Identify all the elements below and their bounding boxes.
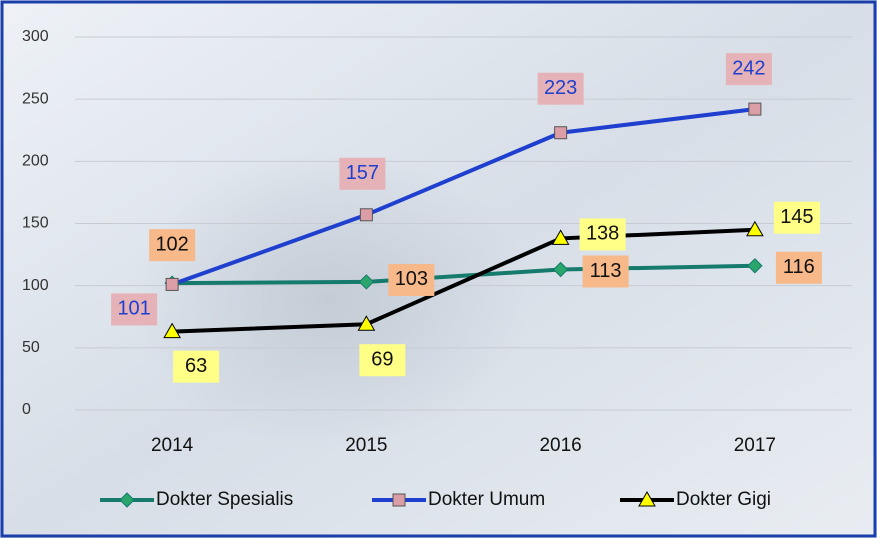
legend-label: Dokter Gigi (676, 489, 771, 510)
x-tick-label: 2015 (345, 435, 387, 456)
y-tick-label: 300 (22, 28, 49, 45)
marker (552, 261, 569, 278)
data-label-box (111, 293, 158, 326)
marker (165, 277, 179, 291)
y-tick-label: 0 (22, 401, 31, 418)
legend-label: Dokter Spesialis (156, 489, 293, 510)
data-label: 138 (586, 223, 619, 245)
data-label: 145 (780, 206, 813, 228)
y-tick-label: 250 (22, 90, 49, 107)
legend-marker (392, 493, 406, 507)
data-label-box (388, 263, 435, 296)
marker (357, 315, 376, 331)
series-line (172, 227, 755, 334)
background-shape (130, 150, 530, 450)
marker (746, 220, 764, 237)
data-label: 242 (732, 57, 765, 79)
data-label: 113 (590, 260, 622, 282)
data-label: 157 (346, 162, 379, 184)
y-tick-label: 100 (22, 277, 49, 294)
x-tick-label: 2016 (539, 435, 581, 456)
legend-marker (119, 492, 135, 508)
marker (747, 258, 763, 274)
marker (554, 126, 568, 140)
data-label-box (537, 72, 584, 105)
data-label-box (149, 229, 196, 262)
data-label-box (359, 344, 406, 377)
legend-label: Dokter Umum (428, 489, 545, 510)
data-label-box (582, 255, 629, 288)
data-label: 63 (185, 355, 207, 377)
data-label: 116 (783, 256, 815, 278)
series-line (171, 107, 756, 287)
series-line (172, 263, 755, 286)
data-label: 69 (371, 348, 393, 370)
data-label: 102 (155, 233, 188, 255)
marker (163, 322, 181, 339)
marker (551, 229, 570, 245)
y-tick-label: 50 (22, 339, 40, 356)
data-label-box (173, 350, 220, 383)
data-label-box (775, 251, 822, 284)
legend-marker (638, 490, 656, 507)
data-label: 103 (395, 268, 428, 290)
data-label-box (725, 53, 772, 86)
data-label-box (579, 218, 626, 251)
x-tick-label: 2017 (734, 435, 776, 456)
marker (748, 102, 762, 116)
data-label-box (773, 201, 820, 234)
data-label: 223 (544, 77, 577, 99)
marker (359, 208, 373, 222)
marker (358, 274, 375, 290)
y-tick-label: 200 (22, 153, 49, 170)
data-label-box (339, 157, 386, 190)
data-label: 101 (117, 298, 150, 320)
x-tick-label: 2014 (151, 435, 194, 456)
y-tick-label: 150 (22, 215, 49, 232)
